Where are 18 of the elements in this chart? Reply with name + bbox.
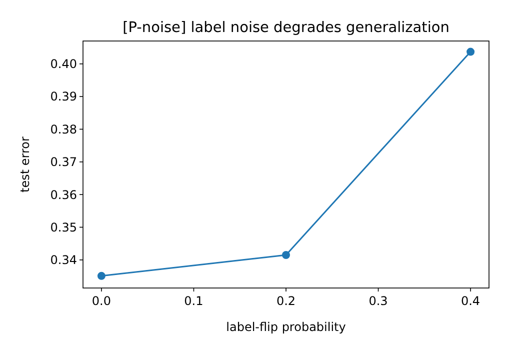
y-tick-label: 0.37 bbox=[50, 155, 77, 170]
x-tick-label: 0.1 bbox=[184, 294, 204, 308]
y-axis-title: test error bbox=[18, 136, 32, 192]
y-tick-label: 0.38 bbox=[50, 122, 77, 136]
x-tick-label: 0.0 bbox=[92, 294, 111, 308]
y-tick-label: 0.40 bbox=[50, 57, 77, 72]
point bbox=[97, 272, 106, 280]
chart-title: [P-noise] label noise degrades generalization bbox=[122, 20, 450, 36]
x-tick-label: 0.4 bbox=[461, 294, 480, 308]
x-tick-label: 0.3 bbox=[368, 294, 388, 308]
point bbox=[282, 251, 290, 259]
point bbox=[466, 48, 475, 56]
y-tick-label: 0.39 bbox=[50, 90, 77, 104]
y-tick-label: 0.35 bbox=[50, 220, 77, 234]
x-tick-label: 0.2 bbox=[276, 294, 296, 308]
x-axis-title: label-flip probability bbox=[226, 320, 346, 334]
y-tick-label: 0.36 bbox=[50, 188, 77, 202]
y-tick-label: 0.34 bbox=[50, 253, 77, 268]
